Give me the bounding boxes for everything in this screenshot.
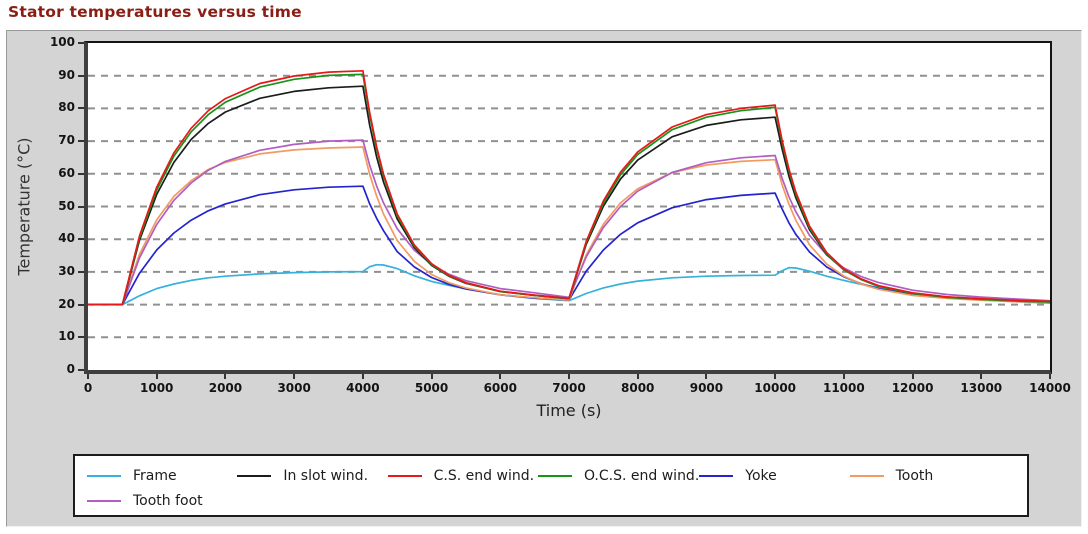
x-tick-mark bbox=[361, 374, 364, 379]
chart-canvas[interactable] bbox=[88, 43, 1050, 370]
y-tick-label: 90 bbox=[58, 67, 75, 82]
plot-area[interactable] bbox=[84, 41, 1052, 374]
x-tick-label: 6000 bbox=[483, 381, 517, 395]
y-tick-label: 60 bbox=[58, 165, 75, 180]
y-axis-title-text: Temperature (°C) bbox=[14, 137, 34, 276]
y-tick-label: 40 bbox=[58, 231, 75, 246]
y-tick-label: 0 bbox=[66, 362, 75, 376]
x-tick-label: 9000 bbox=[689, 381, 724, 395]
legend-item-yoke: Yoke bbox=[699, 463, 849, 488]
legend-item-tooth-foot: Tooth foot bbox=[87, 488, 237, 513]
y-tick-mark bbox=[78, 238, 84, 241]
legend-label: Yoke bbox=[745, 467, 777, 484]
x-tick-label: 4000 bbox=[346, 381, 380, 395]
x-tick-label: 12000 bbox=[891, 381, 934, 395]
y-tick-mark bbox=[78, 107, 84, 110]
x-tick-mark bbox=[568, 374, 570, 379]
x-tick-mark bbox=[980, 374, 983, 379]
x-tick-mark bbox=[224, 374, 227, 379]
legend-swatch-c-s-end-wind bbox=[387, 474, 422, 477]
legend-swatch-frame bbox=[87, 474, 121, 477]
legend-swatch-tooth-foot bbox=[87, 499, 121, 502]
legend-item-in-slot-wind: In slot wind. bbox=[237, 463, 387, 488]
x-tick-mark bbox=[911, 374, 914, 379]
x-axis-title: Time (s) bbox=[536, 401, 602, 420]
legend-label: Frame bbox=[133, 467, 177, 484]
x-tick-label: 0 bbox=[83, 381, 93, 395]
chart-panel: 0 10 20 30 40 50 60 70 80 90 100 0 1000 2000 3000 4000 5… bbox=[6, 30, 1082, 527]
x-tick-label: 1000 bbox=[140, 381, 174, 395]
legend-item-tooth: Tooth bbox=[849, 463, 1000, 488]
x-tick-mark bbox=[293, 374, 296, 379]
x-tick-label: 8000 bbox=[621, 381, 655, 395]
y-tick-mark bbox=[78, 303, 84, 306]
x-tick-mark bbox=[636, 374, 639, 379]
x-tick-label: 10000 bbox=[754, 381, 797, 395]
x-tick-label: 5000 bbox=[414, 381, 449, 395]
legend-label: Tooth bbox=[895, 467, 934, 484]
legend-swatch-yoke bbox=[699, 474, 734, 477]
x-tick-label: 2000 bbox=[208, 381, 243, 395]
x-tick-mark bbox=[87, 374, 89, 379]
legend-item-c-s-end-wind: C.S. end wind. bbox=[387, 463, 538, 488]
series-tooth bbox=[88, 146, 1050, 306]
x-tick-label: 3000 bbox=[277, 381, 311, 395]
legend: Frame In slot wind. C.S. end wind. O.C.S. e… bbox=[73, 454, 1029, 517]
y-tick-label: 20 bbox=[58, 296, 75, 311]
x-tick-label: 7000 bbox=[552, 381, 586, 395]
y-tick-mark bbox=[78, 270, 84, 273]
legend-label: Tooth foot bbox=[133, 492, 203, 509]
y-tick-mark bbox=[78, 205, 84, 208]
series-c-s-end-wind bbox=[88, 69, 1050, 306]
legend-label: O.C.S. end wind. bbox=[583, 467, 700, 484]
y-tick-mark bbox=[78, 369, 84, 371]
y-tick-label: 80 bbox=[58, 100, 75, 115]
page-title: Stator temperatures versus time bbox=[8, 3, 302, 21]
x-tick-mark bbox=[705, 374, 708, 379]
legend-label: C.S. end wind. bbox=[433, 467, 535, 484]
y-tick-label: 30 bbox=[58, 263, 75, 278]
y-tick-mark bbox=[78, 140, 84, 143]
y-tick-mark bbox=[78, 172, 84, 175]
y-tick-label: 10 bbox=[58, 329, 75, 344]
y-tick-mark bbox=[78, 336, 84, 339]
x-tick-label: 11000 bbox=[822, 381, 865, 395]
y-tick-mark bbox=[78, 42, 84, 44]
y-axis-title: Temperature (°C) bbox=[9, 43, 39, 370]
legend-item-o-c-s-end-wind: O.C.S. end wind. bbox=[537, 463, 700, 488]
legend-label: In slot wind. bbox=[283, 467, 369, 484]
x-tick-mark bbox=[155, 374, 158, 379]
x-tick-mark bbox=[1049, 374, 1051, 379]
legend-swatch-in-slot-wind bbox=[237, 474, 272, 477]
series-tooth-foot bbox=[88, 139, 1050, 306]
x-tick-mark bbox=[430, 374, 433, 379]
x-tick-mark bbox=[842, 374, 845, 379]
x-tick-mark bbox=[499, 374, 502, 379]
legend-item-frame: Frame bbox=[87, 463, 237, 488]
x-tick-label: 13000 bbox=[960, 381, 1003, 395]
y-tick-label: 100 bbox=[49, 35, 75, 49]
x-tick-label: 14000 bbox=[1029, 381, 1071, 395]
series-yoke bbox=[88, 185, 1050, 306]
y-tick-mark bbox=[78, 74, 84, 77]
y-tick-label: 70 bbox=[58, 133, 75, 148]
x-tick-mark bbox=[774, 374, 777, 379]
legend-swatch-o-c-s-end-wind bbox=[537, 474, 572, 477]
legend-swatch-tooth bbox=[849, 474, 884, 477]
y-tick-label: 50 bbox=[58, 198, 75, 213]
